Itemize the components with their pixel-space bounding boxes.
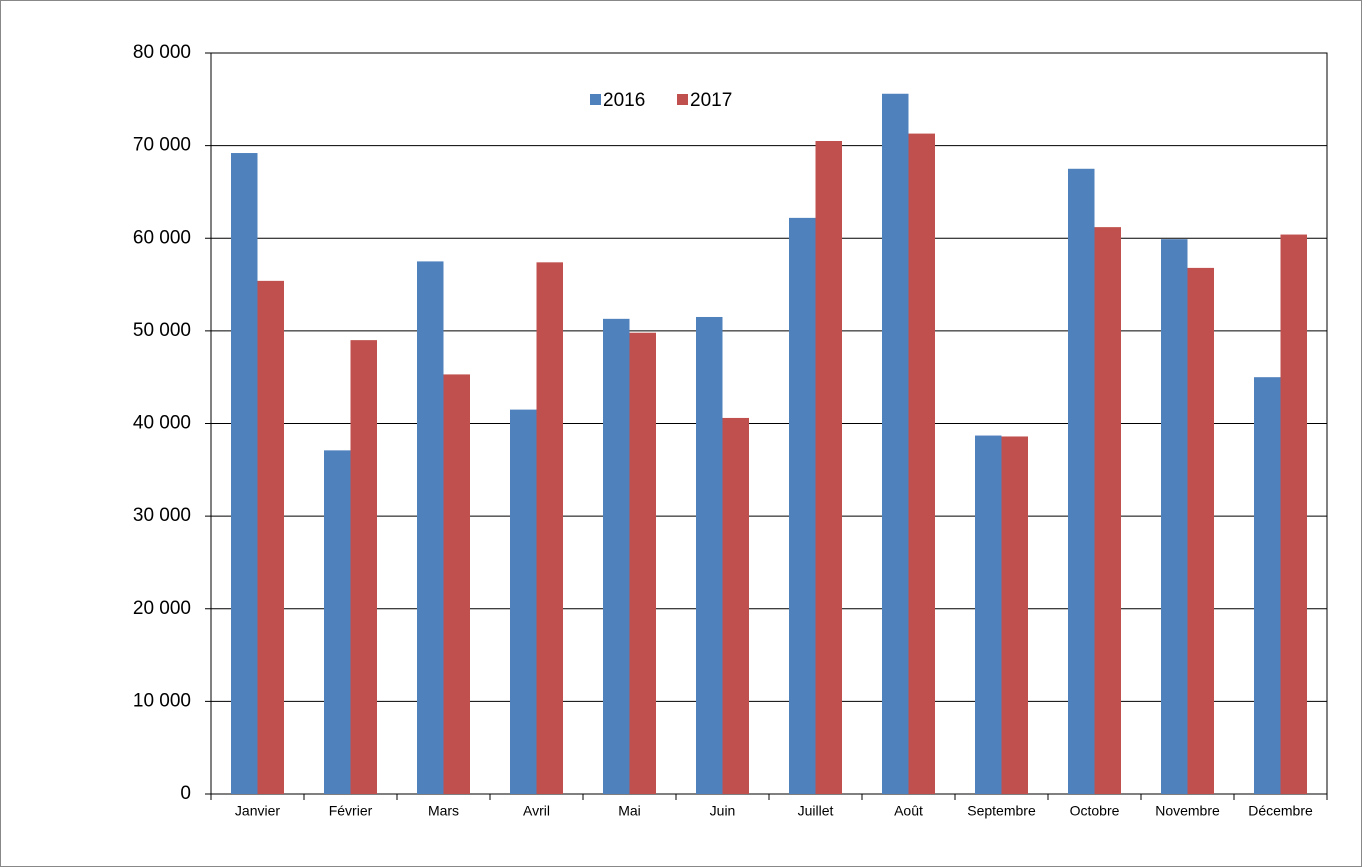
bar [603, 318, 630, 794]
legend-label: 2017 [690, 90, 732, 111]
x-tick-label: Avril [523, 803, 550, 819]
bar [510, 409, 537, 794]
bar [789, 217, 816, 794]
y-tick-label: 60 000 [133, 227, 191, 248]
y-tick-label: 70 000 [133, 135, 191, 156]
legend-swatch [677, 94, 688, 105]
x-tick-label: Juin [710, 803, 736, 819]
bar [350, 340, 377, 794]
bar [1068, 168, 1095, 794]
x-tick-label: Août [894, 803, 923, 819]
bar [231, 153, 258, 794]
bar [815, 140, 842, 794]
x-tick-label: Novembre [1155, 803, 1220, 819]
y-tick-label: 10 000 [133, 690, 191, 711]
x-tick-label: Janvier [235, 803, 280, 819]
bar [882, 93, 909, 794]
x-tick-label: Décembre [1248, 803, 1313, 819]
bar [1001, 436, 1028, 794]
x-tick-label: Septembre [967, 803, 1036, 819]
y-tick-label: 80 000 [133, 42, 191, 63]
y-tick-label: 0 [180, 783, 191, 804]
bar [1254, 377, 1281, 794]
bar [696, 316, 723, 794]
bar [1187, 267, 1214, 794]
bar [443, 374, 470, 794]
x-tick-label: Juillet [798, 803, 834, 819]
bar [975, 435, 1002, 794]
y-tick-label: 50 000 [133, 320, 191, 341]
y-tick-label: 30 000 [133, 505, 191, 526]
bar [1161, 239, 1188, 794]
x-tick-label: Février [329, 803, 373, 819]
bar [1094, 227, 1121, 794]
bar [536, 262, 563, 794]
bar [629, 332, 656, 794]
legend-swatch [590, 94, 601, 105]
bar [722, 417, 749, 794]
bar [257, 280, 284, 794]
x-tick-label: Mars [428, 803, 459, 819]
x-tick-label: Mai [618, 803, 641, 819]
bar [417, 261, 444, 794]
x-tick-label: Octobre [1070, 803, 1120, 819]
y-tick-label: 40 000 [133, 413, 191, 434]
bar [324, 450, 351, 794]
y-tick-label: 20 000 [133, 598, 191, 619]
legend-label: 2016 [603, 90, 645, 111]
bar [908, 133, 935, 795]
bar [1280, 234, 1307, 795]
